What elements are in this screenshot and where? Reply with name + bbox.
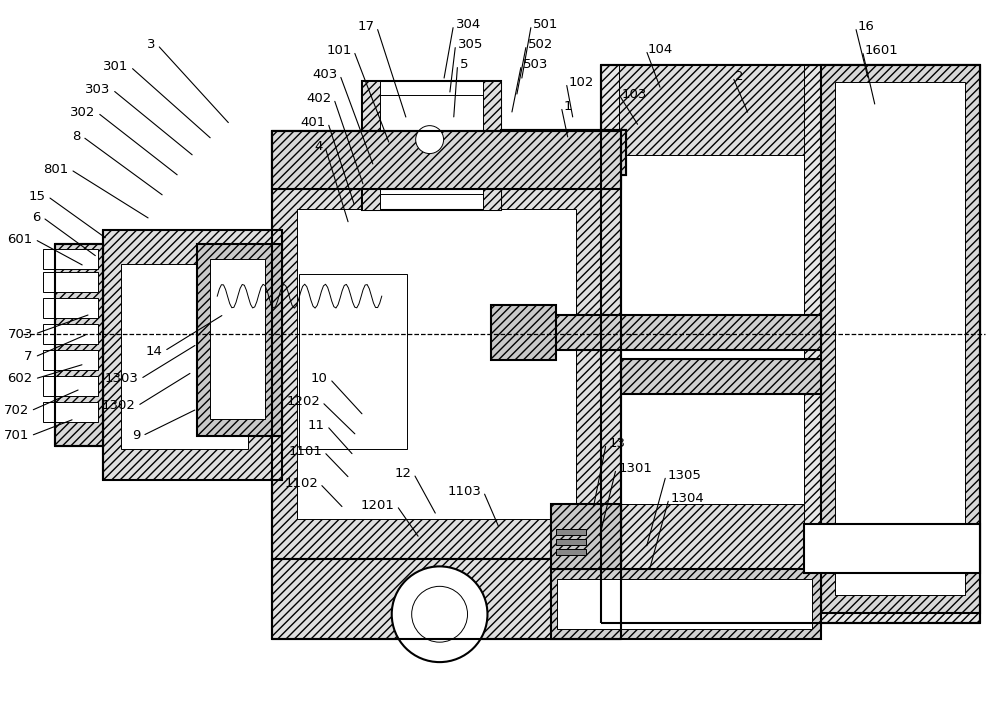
Polygon shape — [619, 503, 804, 623]
Bar — [297, 209, 576, 519]
Text: 7: 7 — [24, 351, 33, 363]
Polygon shape — [821, 65, 980, 613]
Bar — [121, 264, 248, 448]
Polygon shape — [272, 359, 821, 394]
Bar — [43, 324, 98, 344]
Bar — [556, 539, 586, 546]
Text: 1: 1 — [563, 100, 572, 113]
Bar — [210, 259, 265, 419]
Text: 13: 13 — [608, 437, 625, 451]
Bar — [43, 272, 98, 292]
Text: 1601: 1601 — [864, 44, 898, 57]
Bar — [835, 82, 965, 596]
Text: 14: 14 — [146, 344, 162, 358]
Polygon shape — [197, 244, 282, 436]
Text: 11: 11 — [308, 420, 325, 432]
Circle shape — [392, 567, 487, 662]
Text: 1201: 1201 — [361, 499, 395, 512]
Polygon shape — [601, 65, 980, 623]
Text: 1103: 1103 — [448, 485, 481, 498]
Circle shape — [412, 586, 468, 642]
Text: 2: 2 — [735, 70, 743, 83]
Polygon shape — [103, 230, 282, 479]
Text: 101: 101 — [326, 44, 352, 57]
Text: 401: 401 — [301, 116, 326, 129]
Bar — [43, 298, 98, 318]
Text: 8: 8 — [72, 130, 81, 143]
Polygon shape — [619, 65, 804, 155]
Bar — [43, 376, 98, 396]
Bar — [556, 549, 586, 555]
Text: 801: 801 — [43, 163, 69, 176]
Bar — [43, 350, 98, 370]
Bar — [380, 95, 483, 194]
Text: 5: 5 — [460, 58, 468, 71]
Text: 15: 15 — [29, 190, 46, 203]
Text: 10: 10 — [311, 372, 328, 385]
Bar — [556, 529, 586, 536]
Text: 702: 702 — [3, 404, 29, 417]
Text: 703: 703 — [7, 327, 33, 341]
Polygon shape — [362, 81, 501, 210]
Bar — [557, 579, 812, 629]
Bar — [299, 275, 407, 448]
Text: 6: 6 — [32, 211, 41, 224]
Text: 1102: 1102 — [284, 477, 318, 490]
Circle shape — [416, 125, 444, 153]
Polygon shape — [551, 570, 821, 639]
Bar — [43, 249, 98, 269]
Text: 302: 302 — [70, 106, 96, 119]
Text: 303: 303 — [85, 83, 111, 96]
Text: 503: 503 — [523, 58, 549, 71]
Bar — [410, 579, 472, 639]
Text: 701: 701 — [3, 429, 29, 442]
Text: 103: 103 — [621, 88, 646, 101]
Text: 1305: 1305 — [668, 469, 702, 482]
Text: 501: 501 — [533, 18, 559, 32]
Text: 4: 4 — [315, 140, 323, 153]
Text: 502: 502 — [528, 39, 554, 51]
Text: 9: 9 — [132, 429, 140, 442]
Polygon shape — [362, 81, 380, 210]
Text: 305: 305 — [458, 39, 483, 51]
Text: 3: 3 — [147, 39, 155, 51]
Bar — [804, 524, 980, 573]
Polygon shape — [551, 503, 621, 570]
Bar — [43, 402, 98, 422]
Bar — [501, 130, 626, 175]
Polygon shape — [551, 315, 821, 350]
Bar — [619, 155, 804, 503]
Polygon shape — [501, 130, 626, 175]
Text: 1303: 1303 — [105, 372, 138, 385]
Text: 601: 601 — [8, 233, 33, 246]
Text: 402: 402 — [307, 92, 332, 105]
Polygon shape — [55, 244, 103, 446]
Text: 1302: 1302 — [102, 399, 135, 413]
Polygon shape — [491, 305, 556, 360]
Text: 102: 102 — [568, 76, 594, 89]
Text: 17: 17 — [358, 20, 375, 33]
Text: 301: 301 — [103, 61, 128, 73]
Text: 403: 403 — [313, 68, 338, 81]
Polygon shape — [272, 560, 621, 639]
Text: 1202: 1202 — [286, 396, 320, 408]
Polygon shape — [483, 81, 501, 210]
Text: 1301: 1301 — [618, 462, 652, 475]
Text: 1304: 1304 — [671, 492, 705, 505]
Polygon shape — [272, 131, 621, 189]
Text: 104: 104 — [648, 44, 673, 56]
Text: 602: 602 — [8, 372, 33, 385]
Text: 16: 16 — [857, 20, 874, 33]
Polygon shape — [272, 131, 621, 560]
Text: 304: 304 — [456, 18, 481, 32]
Text: 1101: 1101 — [288, 445, 322, 458]
Text: 12: 12 — [395, 467, 412, 480]
